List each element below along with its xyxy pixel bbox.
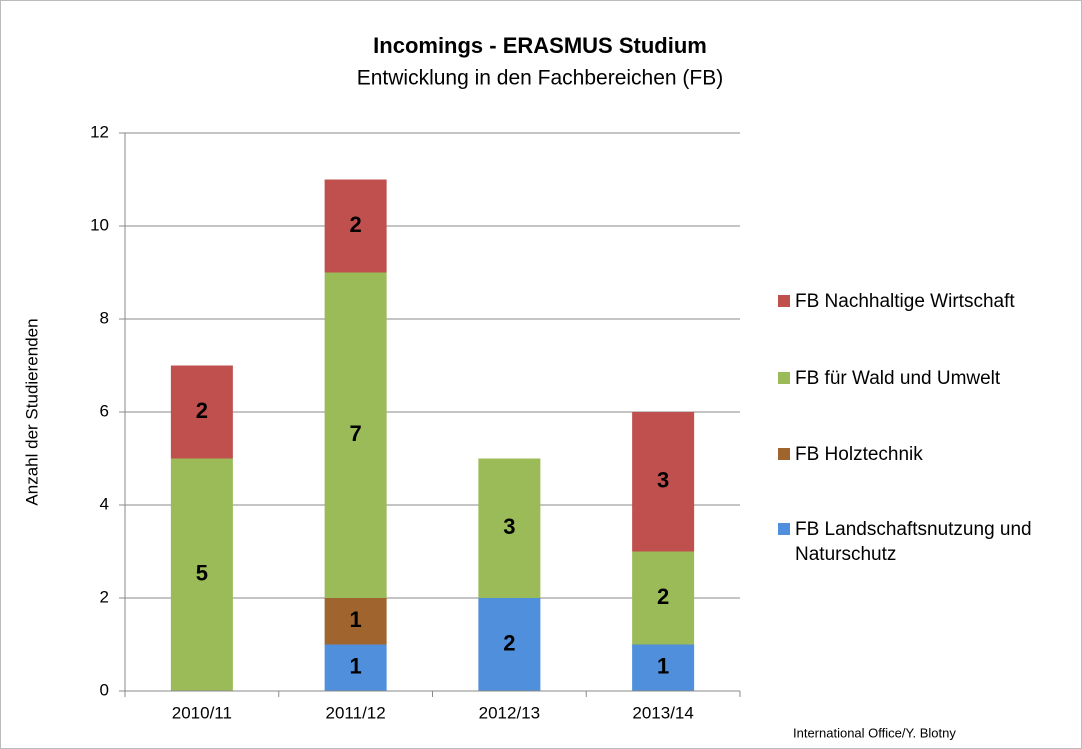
x-tick-label: 2012/13 <box>479 703 540 722</box>
y-tick-label: 2 <box>100 587 109 606</box>
annotation: International Office/Y. Blotny <box>793 725 956 740</box>
bar-segment <box>324 644 387 691</box>
bar-segment <box>170 365 233 459</box>
data-label: 1 <box>350 607 362 632</box>
x-tick-label: 2013/14 <box>632 703 693 722</box>
legend-swatch <box>778 295 790 307</box>
legend-swatch <box>778 448 790 460</box>
bar-segment <box>632 412 695 552</box>
bar-segment <box>324 272 387 598</box>
data-label: 2 <box>657 584 669 609</box>
data-label: 3 <box>657 468 669 493</box>
data-label: 1 <box>350 654 362 679</box>
legend-item: FB Landschaftsnutzung und Naturschutz <box>778 517 1068 567</box>
data-label: 5 <box>196 561 208 586</box>
bar-segment <box>324 179 387 273</box>
legend-item: FB Nachhaltige Wirtschaft <box>778 289 1068 314</box>
legend-label: FB Landschaftsnutzung und Naturschutz <box>795 519 1032 565</box>
legend-swatch <box>778 372 790 384</box>
x-tick-label: 2010/11 <box>172 703 232 722</box>
legend-label: FB für Wald und Umwelt <box>795 368 1001 389</box>
bar-segment <box>324 598 387 645</box>
y-axis-label: Anzahl der Studierenden <box>22 318 41 505</box>
bar-segment <box>632 644 695 691</box>
legend-label: FB Holztechnik <box>795 444 923 465</box>
y-tick-label: 8 <box>100 308 109 327</box>
chart-subtitle: Entwicklung in den Fachbereichen (FB) <box>357 67 724 90</box>
data-label: 2 <box>350 212 362 237</box>
data-label: 2 <box>503 630 515 655</box>
data-label: 3 <box>503 514 515 539</box>
bar-segment <box>632 551 695 645</box>
data-label: 7 <box>350 421 362 446</box>
legend-swatch <box>778 523 790 535</box>
y-tick-label: 6 <box>100 401 109 420</box>
bar-segment <box>478 598 541 691</box>
bar-segment <box>170 458 233 691</box>
data-label: 2 <box>196 398 208 423</box>
chart-title: Incomings - ERASMUS Studium <box>373 33 707 58</box>
x-tick-label: 2011/12 <box>326 703 386 722</box>
y-tick-label: 0 <box>100 680 109 699</box>
legend-item: FB Holztechnik <box>778 442 1068 467</box>
bar-segment <box>478 458 541 598</box>
data-label: 1 <box>657 654 669 679</box>
y-tick-label: 10 <box>90 215 109 234</box>
legend-label: FB Nachhaltige Wirtschaft <box>795 291 1015 312</box>
y-tick-label: 12 <box>90 122 109 141</box>
y-tick-label: 4 <box>100 494 109 513</box>
legend-item: FB für Wald und Umwelt <box>778 366 1068 391</box>
